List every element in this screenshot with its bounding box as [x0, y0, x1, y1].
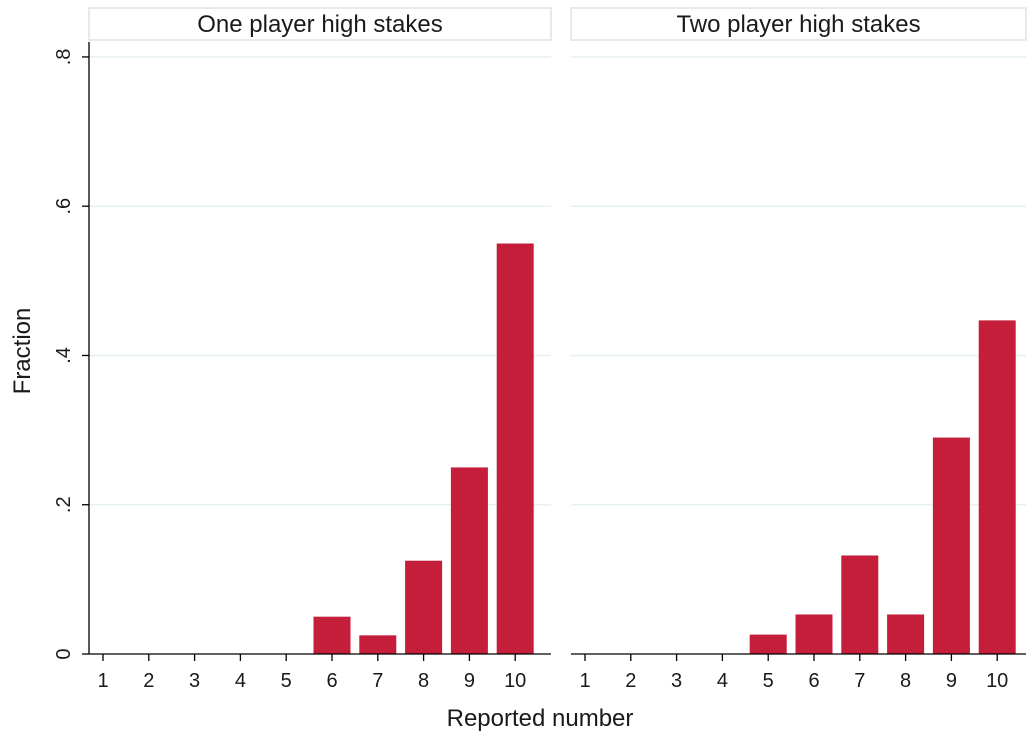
bar-p1-9 — [450, 467, 488, 654]
y-tick-label-1: .2 — [53, 496, 75, 513]
bar-p2-7 — [841, 555, 879, 654]
x-tick-label-p2-2: 2 — [625, 670, 636, 692]
x-tick-label-p2-8: 8 — [900, 670, 911, 692]
x-tick-label-p2-5: 5 — [763, 670, 774, 692]
labels-layer: One player high stakes 1 2 3 4 5 6 7 8 9 10 0 .2 .4 .6… — [53, 7, 1027, 692]
x-tick-label-p2-6: 6 — [808, 670, 819, 692]
bars-layer — [313, 243, 1016, 654]
bar-p1-7 — [359, 635, 397, 654]
x-tick-label-p2-3: 3 — [671, 670, 682, 692]
x-tick-label-p2-9: 9 — [946, 670, 957, 692]
bar-p2-8 — [887, 614, 925, 654]
x-tick-label-p1-2: 2 — [143, 670, 154, 692]
bar-p2-9 — [932, 437, 970, 654]
x-axis-title: Reported number — [447, 705, 634, 732]
y-tick-label-2: .4 — [53, 347, 75, 364]
y-axis-title: Fraction — [9, 308, 36, 395]
x-tick-label-p2-1: 1 — [579, 670, 590, 692]
x-tick-label-p1-8: 8 — [418, 670, 429, 692]
x-tick-label-p2-7: 7 — [854, 670, 865, 692]
panel-title-1: One player high stakes — [197, 11, 442, 38]
y-tick-label-0: 0 — [53, 648, 75, 659]
x-tick-label-p1-10: 10 — [504, 670, 526, 692]
grid-layer — [89, 56, 1026, 506]
x-tick-label-p1-3: 3 — [189, 670, 200, 692]
y-tick-label-3: .6 — [53, 198, 75, 215]
x-tick-label-p1-7: 7 — [372, 670, 383, 692]
axes-layer — [82, 42, 1026, 661]
x-tick-label-p2-4: 4 — [717, 670, 728, 692]
bar-p2-5 — [749, 634, 787, 654]
bar-p2-6 — [795, 614, 833, 654]
x-tick-label-p2-10: 10 — [986, 670, 1008, 692]
bar-p1-8 — [405, 560, 443, 654]
x-tick-label-p1-4: 4 — [235, 670, 246, 692]
bar-p1-10 — [496, 243, 534, 654]
panel-header-1 — [88, 7, 552, 41]
x-tick-label-p1-6: 6 — [326, 670, 337, 692]
panel-header-2 — [570, 7, 1027, 41]
bar-p1-6 — [313, 616, 351, 654]
x-tick-label-p1-5: 5 — [281, 670, 292, 692]
bar-p2-10 — [978, 320, 1016, 654]
x-tick-label-p1-1: 1 — [97, 670, 108, 692]
panel-title-2: Two player high stakes — [676, 11, 920, 38]
y-tick-label-4: .8 — [53, 49, 75, 66]
x-tick-label-p1-9: 9 — [464, 670, 475, 692]
